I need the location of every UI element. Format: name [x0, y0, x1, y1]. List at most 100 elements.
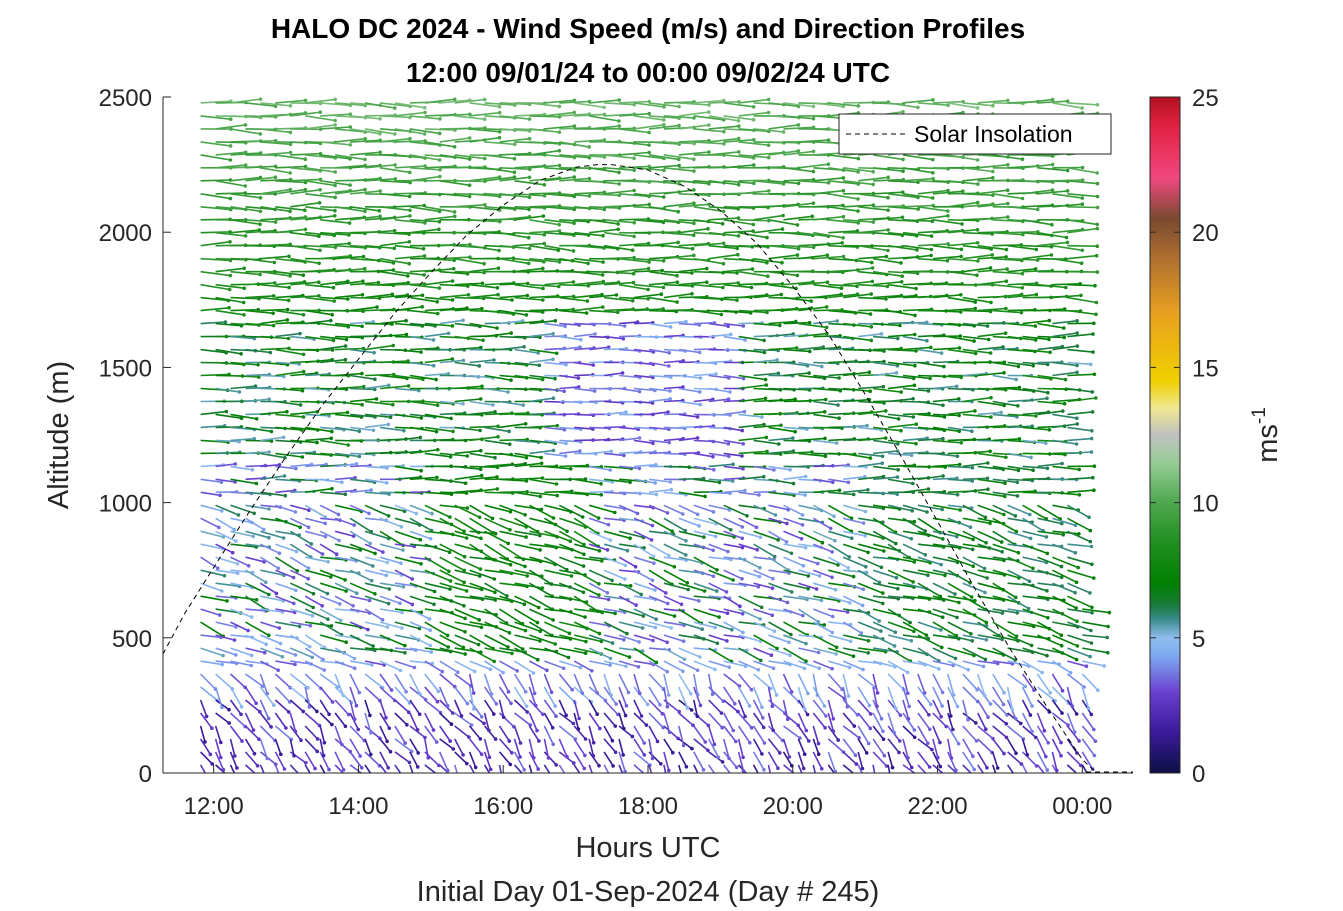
wind-barb — [364, 283, 394, 287]
wind-barb-head — [894, 371, 899, 375]
wind-barb — [558, 699, 567, 716]
wind-barb — [483, 738, 491, 758]
wind-barb — [648, 660, 668, 673]
wind-barb — [858, 244, 889, 252]
wind-barb-head — [830, 630, 835, 635]
wind-barb — [499, 412, 528, 416]
wind-barb-head — [510, 751, 514, 755]
wind-barb — [559, 439, 581, 443]
wind-barb — [902, 621, 927, 636]
wind-barb — [454, 517, 480, 534]
wind-barb-head — [479, 448, 483, 453]
wind-barb — [200, 569, 225, 577]
wind-barb-head — [811, 116, 816, 121]
wind-barb-head — [536, 767, 540, 771]
wind-barb-head — [855, 284, 859, 289]
wind-barb — [484, 374, 512, 381]
wind-barb — [215, 673, 233, 690]
wind-barb — [528, 738, 535, 758]
wind-barb — [797, 712, 808, 731]
wind-barb-head — [740, 525, 745, 529]
wind-barb-head — [288, 150, 293, 155]
wind-barb-head — [837, 376, 841, 380]
wind-barb-head — [271, 294, 276, 298]
wind-barb-head — [592, 389, 597, 393]
wind-barb — [589, 228, 619, 234]
wind-barb-head — [668, 480, 673, 484]
wind-barb — [887, 283, 917, 290]
wind-barb-head — [686, 587, 690, 592]
wind-barb-head — [689, 691, 693, 696]
wind-barb — [305, 319, 331, 325]
wind-barb-head — [923, 553, 928, 557]
wind-barb — [872, 543, 900, 552]
wind-barb — [544, 154, 575, 159]
wind-barb — [767, 673, 778, 696]
wind-barb-head — [672, 614, 677, 618]
wind-barb-head — [386, 422, 391, 427]
wind-barb — [409, 206, 440, 213]
wind-barb-head — [600, 273, 605, 277]
wind-barb-head — [491, 531, 496, 535]
wind-barb-head — [312, 778, 316, 782]
wind-barb — [215, 124, 246, 130]
wind-barb — [290, 426, 318, 431]
wind-barb-head — [871, 169, 875, 174]
wind-barb — [588, 543, 608, 551]
wind-barb — [305, 426, 332, 433]
wind-barb-head — [599, 482, 603, 486]
wind-barb — [783, 439, 810, 442]
wind-barb-head — [636, 665, 641, 669]
wind-barb — [320, 255, 351, 260]
wind-barb-head — [579, 337, 583, 342]
wind-barb — [543, 751, 557, 766]
wind-barb-head — [741, 630, 745, 635]
wind-barb — [469, 517, 494, 534]
wind-barb-head — [778, 323, 782, 328]
wind-barb-head — [582, 766, 587, 771]
wind-barb — [633, 660, 654, 666]
wind-barb — [873, 450, 898, 455]
wind-barb-head — [490, 516, 495, 521]
wind-barb — [484, 491, 513, 494]
wind-barb — [783, 115, 814, 120]
wind-barb — [633, 257, 664, 262]
wind-barb-head — [752, 163, 756, 167]
wind-barb — [723, 154, 754, 159]
wind-barb — [723, 465, 744, 470]
wind-barb — [752, 699, 764, 719]
wind-barb — [334, 712, 347, 727]
wind-barb — [872, 699, 883, 720]
wind-barb — [409, 361, 434, 367]
wind-barb — [394, 204, 425, 208]
wind-barb — [619, 112, 650, 117]
wind-barb-head — [931, 157, 935, 162]
wind-barb-head — [315, 709, 319, 714]
wind-barb-head — [461, 358, 466, 363]
wind-barb-head — [894, 706, 898, 711]
wind-barb — [529, 230, 560, 234]
wind-barb — [215, 478, 236, 483]
wind-barb — [200, 257, 231, 262]
wind-barb — [245, 102, 276, 107]
wind-barb — [409, 764, 414, 773]
wind-barb — [424, 582, 451, 590]
wind-barb-head — [495, 286, 500, 290]
wind-barb — [574, 491, 602, 496]
wind-barb-head — [776, 766, 780, 770]
wind-barb — [409, 309, 438, 315]
wind-barb — [409, 673, 421, 695]
wind-barb — [335, 400, 363, 406]
wind-barb-head — [493, 598, 498, 602]
wind-barb — [604, 517, 625, 522]
wind-barb — [559, 231, 589, 236]
wind-barb-head — [620, 371, 625, 375]
wind-barb-head — [909, 453, 914, 458]
wind-barb-head — [721, 285, 725, 290]
wind-barb — [767, 712, 774, 731]
wind-barb-head — [572, 124, 577, 128]
wind-barb — [260, 464, 280, 468]
wind-barb — [708, 478, 733, 482]
wind-barb — [424, 660, 443, 673]
wind-barb — [290, 257, 320, 265]
